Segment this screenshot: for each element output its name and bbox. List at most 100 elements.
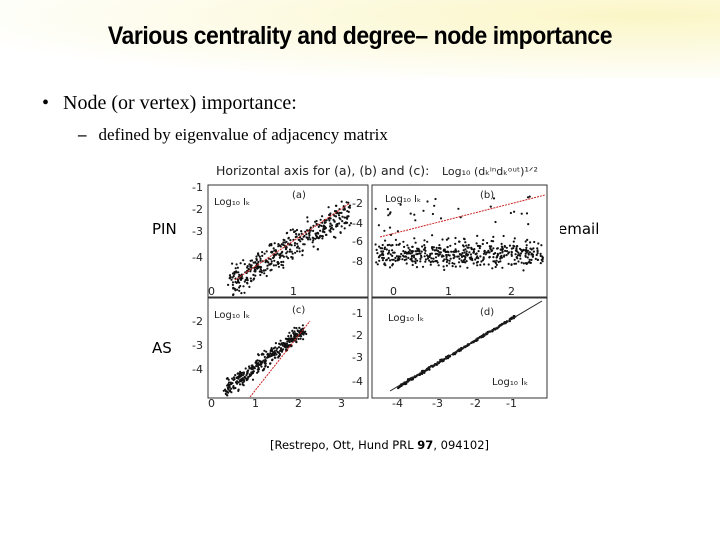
scatter-point <box>238 372 241 375</box>
scatter-point <box>461 252 464 255</box>
citation-text: [Restrepo, Ott, Hund PRL <box>270 438 418 452</box>
scatter-point <box>339 218 342 221</box>
scatter-point <box>424 260 427 263</box>
scatter-point <box>243 291 246 294</box>
scatter-point <box>526 262 529 265</box>
scatter-point <box>526 238 529 241</box>
scatter-point <box>283 342 287 345</box>
scatter-point <box>383 247 386 251</box>
scatter-point <box>273 352 276 355</box>
scatter-point <box>480 260 483 263</box>
scatter-point <box>526 256 529 259</box>
scatter-point <box>477 257 480 260</box>
scatter-point <box>434 197 437 201</box>
scatter-point <box>464 261 467 264</box>
scatter-point <box>328 219 331 222</box>
scatter-point <box>251 367 255 370</box>
scatter-point <box>378 245 381 248</box>
tick-label: -4 <box>352 217 363 230</box>
scatter-point <box>452 253 455 256</box>
scatter-point <box>399 203 402 206</box>
scatter-point <box>431 234 434 237</box>
scatter-point <box>347 206 350 209</box>
scatter-point <box>239 370 242 373</box>
panel-b-fit-line <box>379 194 546 238</box>
scatter-point <box>230 278 233 281</box>
scatter-point <box>227 283 230 286</box>
scatter-point <box>277 245 280 248</box>
scatter-point <box>239 262 242 265</box>
tick-label: -6 <box>352 235 363 248</box>
scatter-point <box>242 371 245 374</box>
scatter-point <box>391 254 394 257</box>
scatter-point <box>282 341 285 345</box>
scatter-point <box>245 379 248 382</box>
scatter-point <box>394 256 397 260</box>
scatter-point <box>520 212 523 215</box>
scatter-point <box>374 207 377 210</box>
scatter-point <box>285 343 288 346</box>
scatter-point <box>297 233 300 236</box>
scatter-point <box>438 251 441 254</box>
scatter-point <box>255 362 258 366</box>
scatter-point <box>479 263 482 266</box>
scatter-point <box>513 210 516 213</box>
scatter-point <box>301 324 304 327</box>
scatter-point <box>385 248 388 251</box>
scatter-point <box>381 243 384 247</box>
scatter-point <box>314 237 317 240</box>
tick-label: -2 <box>192 315 203 328</box>
tick-label: -2 <box>470 397 481 410</box>
scatter-point <box>388 212 391 215</box>
scatter-point <box>274 249 277 252</box>
scatter-point <box>263 367 266 370</box>
scatter-point <box>309 226 312 229</box>
scatter-point <box>277 262 280 266</box>
scatter-point <box>301 254 304 257</box>
scatter-point <box>281 254 284 257</box>
scatter-point <box>384 239 387 242</box>
scatter-point <box>228 389 231 392</box>
scatter-point <box>269 258 272 261</box>
scatter-point <box>495 259 498 262</box>
scatter-point <box>288 340 291 343</box>
scatter-point <box>510 254 513 257</box>
scatter-point <box>262 359 265 362</box>
scatter-point <box>248 365 251 368</box>
scatter-point <box>539 252 542 255</box>
scatter-point <box>298 250 301 253</box>
scatter-point <box>484 253 487 256</box>
scatter-point <box>414 241 417 244</box>
scatter-point <box>269 362 272 365</box>
scatter-point <box>439 251 442 254</box>
scatter-point <box>535 253 538 257</box>
scatter-point <box>533 240 536 244</box>
scatter-point <box>436 249 439 252</box>
scatter-point <box>249 279 253 283</box>
scatter-point <box>459 265 462 268</box>
scatter-point <box>308 231 311 234</box>
scatter-point <box>462 249 465 252</box>
scatter-point <box>489 205 492 208</box>
citation-pages: , 094102] <box>433 438 490 452</box>
scatter-point <box>396 230 399 233</box>
scatter-point <box>432 246 435 249</box>
scatter-point <box>414 257 417 261</box>
scatter-point <box>238 286 241 289</box>
scatter-point <box>294 251 297 254</box>
scatter-point <box>279 343 282 346</box>
scatter-point <box>422 209 425 212</box>
scatter-point <box>487 263 490 266</box>
scatter-point <box>268 244 271 247</box>
scatter-point <box>442 265 445 268</box>
scatter-point <box>239 375 242 378</box>
scatter-point <box>290 344 293 347</box>
scatter-point <box>416 259 419 262</box>
scatter-point <box>264 362 267 365</box>
scatter-point <box>299 329 302 332</box>
scatter-point <box>246 279 249 282</box>
scatter-point <box>411 250 414 253</box>
scatter-point <box>269 269 272 272</box>
scatter-point <box>524 240 527 243</box>
tick-label: -4 <box>192 363 203 376</box>
